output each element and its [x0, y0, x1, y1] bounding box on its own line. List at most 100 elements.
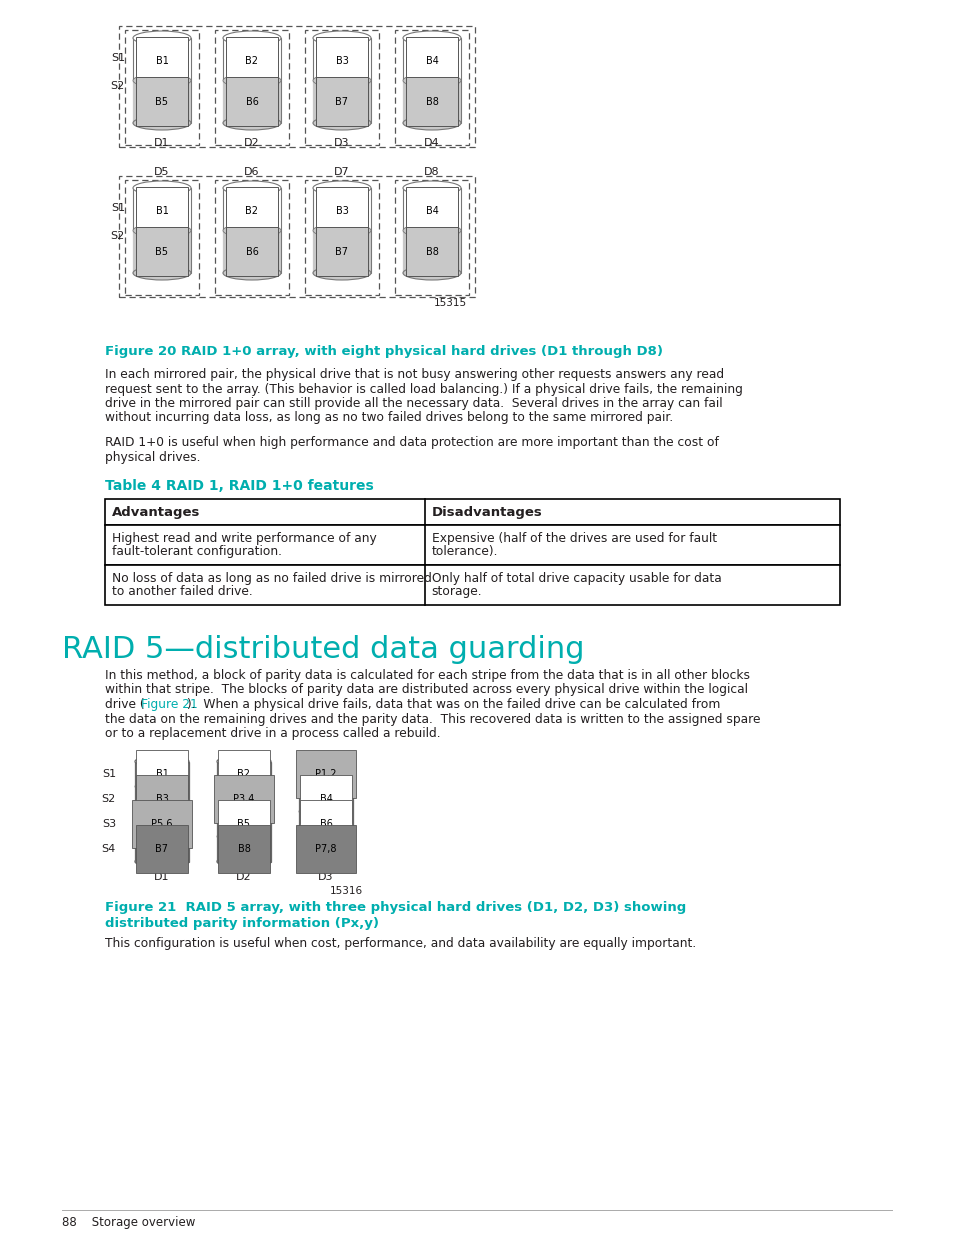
Ellipse shape [298, 805, 353, 818]
Text: drive in the mirrored pair can still provide all the necessary data.  Several dr: drive in the mirrored pair can still pro… [105, 396, 721, 410]
Text: In each mirrored pair, the physical drive that is not busy answering other reque: In each mirrored pair, the physical driv… [105, 368, 723, 382]
Ellipse shape [223, 31, 281, 44]
Ellipse shape [216, 805, 271, 818]
Text: request sent to the array. (This behavior is called load balancing.) If a physic: request sent to the array. (This behavio… [105, 383, 742, 395]
Ellipse shape [135, 805, 189, 818]
Ellipse shape [223, 182, 281, 195]
Ellipse shape [132, 116, 191, 130]
Ellipse shape [298, 781, 353, 793]
Bar [298, 762, 353, 862]
Text: B3: B3 [335, 206, 348, 216]
Ellipse shape [132, 31, 191, 44]
Bar [105, 564, 840, 605]
Ellipse shape [223, 266, 281, 280]
Ellipse shape [402, 116, 460, 130]
Bar [223, 188, 281, 273]
Ellipse shape [313, 266, 371, 280]
Text: B4: B4 [425, 206, 438, 216]
Ellipse shape [402, 31, 460, 44]
Bar [216, 762, 271, 787]
Ellipse shape [216, 756, 271, 767]
Bar [313, 80, 371, 124]
Ellipse shape [135, 756, 189, 767]
Ellipse shape [135, 781, 189, 793]
Text: B1: B1 [155, 769, 169, 779]
Ellipse shape [135, 856, 189, 867]
Bar [132, 188, 191, 273]
Text: ).  When a physical drive fails, data that was on the failed drive can be calcul: ). When a physical drive fails, data tha… [187, 698, 720, 711]
Bar [313, 231, 371, 273]
Text: D7: D7 [334, 167, 350, 177]
Text: distributed parity information (Px,y): distributed parity information (Px,y) [105, 916, 378, 930]
Text: Highest read and write performance of any: Highest read and write performance of an… [112, 532, 376, 545]
Text: B2: B2 [237, 769, 251, 779]
Bar [135, 762, 189, 862]
Text: B6: B6 [319, 819, 332, 829]
Bar [402, 80, 460, 124]
Text: P7,8: P7,8 [314, 844, 336, 853]
Bar [313, 38, 371, 124]
Bar [305, 30, 378, 144]
Bar [135, 811, 189, 836]
Text: B4: B4 [425, 56, 438, 65]
Text: 15315: 15315 [433, 298, 466, 308]
Text: D2: D2 [236, 872, 252, 882]
Text: B8: B8 [425, 247, 438, 257]
Text: Figure 20 RAID 1+0 array, with eight physical hard drives (D1 through D8): Figure 20 RAID 1+0 array, with eight phy… [105, 345, 662, 358]
Ellipse shape [402, 266, 460, 280]
Text: B7: B7 [335, 96, 348, 106]
Text: within that stripe.  The blocks of parity data are distributed across every phys: within that stripe. The blocks of parity… [105, 683, 747, 697]
Bar [298, 836, 353, 862]
Text: or to a replacement drive in a process called a rebuild.: or to a replacement drive in a process c… [105, 727, 440, 740]
Ellipse shape [216, 856, 271, 867]
Text: B3: B3 [155, 794, 169, 804]
Bar [223, 231, 281, 273]
Text: S2: S2 [111, 231, 125, 241]
Bar [125, 180, 199, 295]
Ellipse shape [313, 116, 371, 130]
Bar [305, 180, 378, 295]
Text: RAID 1+0 is useful when high performance and data protection are more important : RAID 1+0 is useful when high performance… [105, 436, 719, 450]
Ellipse shape [313, 182, 371, 195]
Ellipse shape [223, 224, 281, 237]
Text: This configuration is useful when cost, performance, and data availability are e: This configuration is useful when cost, … [105, 937, 696, 951]
Text: Advantages: Advantages [112, 506, 200, 519]
Text: D3: D3 [318, 872, 334, 882]
Text: drive (: drive ( [105, 698, 145, 711]
Bar [214, 30, 289, 144]
Bar [214, 180, 289, 295]
Text: D2: D2 [244, 138, 259, 148]
Ellipse shape [132, 74, 191, 88]
Bar [313, 188, 371, 273]
Text: S3: S3 [102, 819, 116, 829]
Bar [298, 811, 353, 836]
Bar [223, 80, 281, 124]
Bar [402, 38, 460, 124]
Bar [395, 180, 469, 295]
Text: physical drives.: physical drives. [105, 451, 200, 463]
Ellipse shape [132, 224, 191, 237]
Ellipse shape [223, 74, 281, 88]
Bar [216, 762, 271, 862]
Ellipse shape [223, 116, 281, 130]
Text: RAID 5—distributed data guarding: RAID 5—distributed data guarding [62, 635, 584, 664]
Text: P5,6: P5,6 [152, 819, 172, 829]
Text: without incurring data loss, as long as no two failed drives belong to the same : without incurring data loss, as long as … [105, 411, 673, 425]
Text: Figure 21  RAID 5 array, with three physical hard drives (D1, D2, D3) showing: Figure 21 RAID 5 array, with three physi… [105, 902, 685, 914]
Bar [135, 836, 189, 862]
Ellipse shape [298, 856, 353, 867]
Bar [105, 499, 840, 525]
Text: B2: B2 [245, 56, 258, 65]
Text: to another failed drive.: to another failed drive. [112, 585, 253, 598]
Text: No loss of data as long as no failed drive is mirrored: No loss of data as long as no failed dri… [112, 572, 432, 585]
Ellipse shape [132, 266, 191, 280]
Text: D4: D4 [424, 138, 439, 148]
Text: Expensive (half of the drives are used for fault: Expensive (half of the drives are used f… [432, 532, 716, 545]
Ellipse shape [313, 224, 371, 237]
Text: B7: B7 [155, 844, 169, 853]
Text: S1: S1 [102, 769, 116, 779]
Text: B6: B6 [245, 96, 258, 106]
Ellipse shape [135, 830, 189, 842]
Text: B1: B1 [155, 56, 169, 65]
Ellipse shape [216, 830, 271, 842]
